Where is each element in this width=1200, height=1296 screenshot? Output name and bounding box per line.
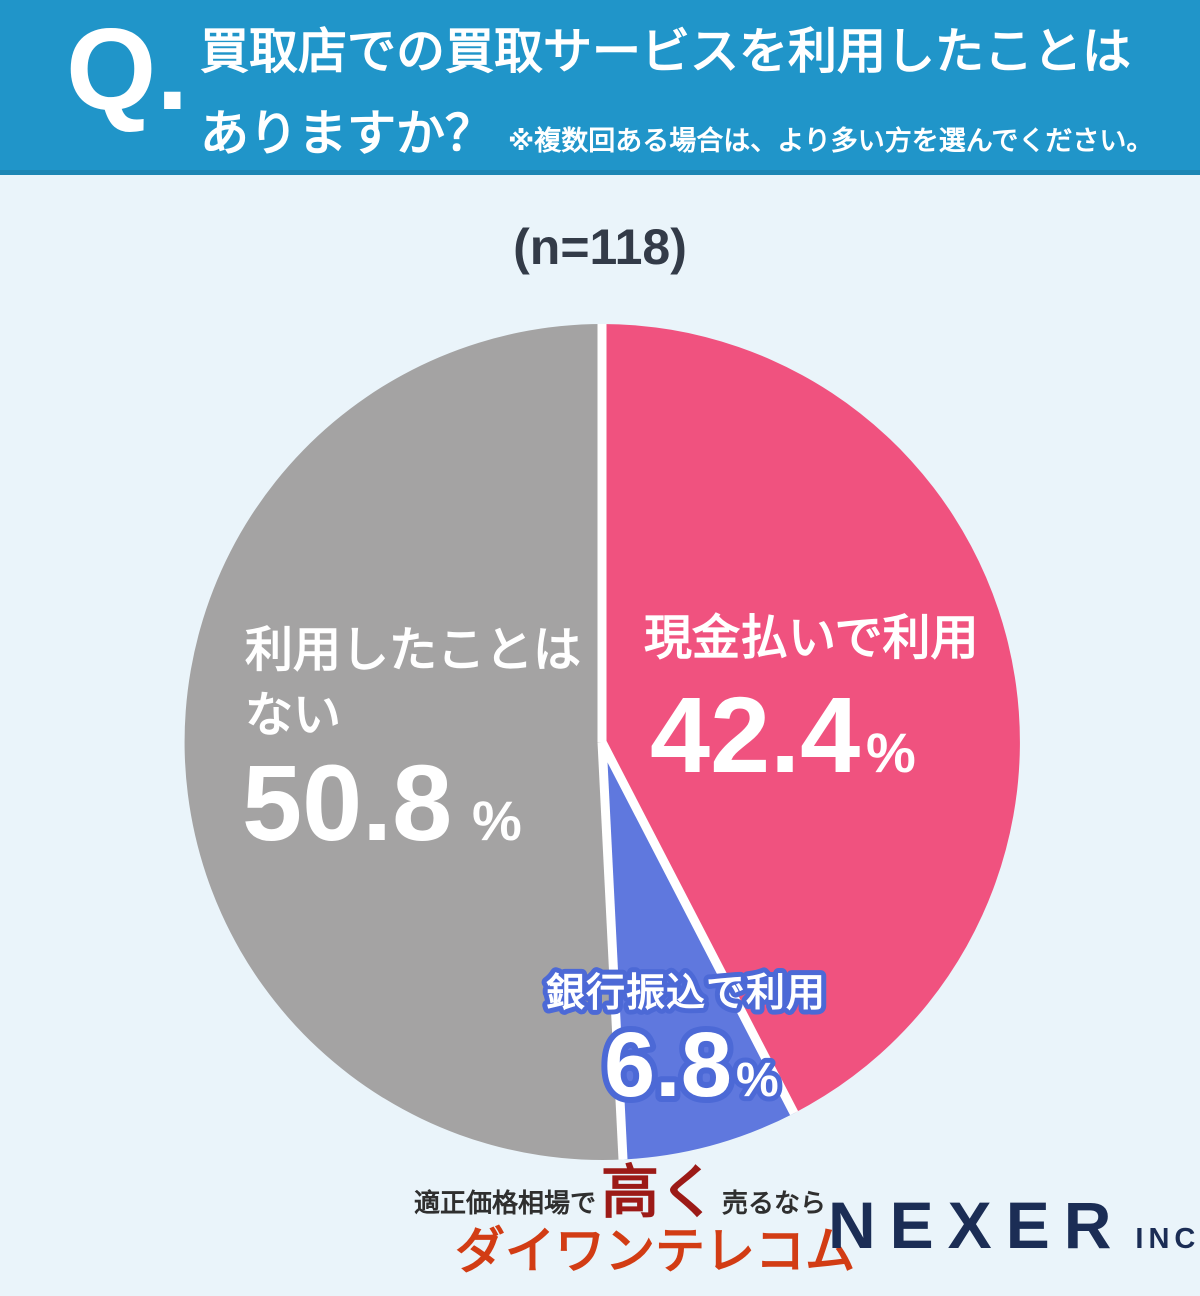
nexer-name: NEXER [828, 1188, 1126, 1262]
pie-slice-cash-payment [602, 324, 1020, 1114]
nexer-logo: NEXER INC. [828, 1192, 1200, 1258]
question-note: ※複数回ある場合は、より多い方を選んでください。 [508, 125, 1154, 156]
blue-slice-value: 6.8 [604, 1014, 732, 1116]
gray-slice-label-line2: ない [245, 689, 341, 742]
pink-slice-value: 42.4 [650, 674, 860, 795]
question-line1: 買取店での買取サービスを利用したことは [200, 25, 1132, 79]
slice-separators [597, 324, 799, 1160]
pink-slice-label: 現金払いで利用 [644, 612, 979, 665]
daiwan-tagline-right: 売るなら [722, 1188, 827, 1218]
daiwan-telecom-logo: 適正価格相場で 高く 売るなら ダイワンテレコム [414, 1160, 855, 1279]
separator-pink-blue [598, 739, 799, 1116]
pie-slice-bank-transfer [602, 742, 795, 1160]
question-mark: Q. [66, 4, 189, 134]
pie-slice-never-used [184, 324, 623, 1160]
daiwan-tagline-emphasis: 高く [601, 1160, 718, 1225]
blue-slice-label: 銀行振込で利用 [546, 972, 826, 1015]
gray-slice-percent-sign: % [472, 789, 522, 852]
question-line2-row: ありますか？ ※複数回ある場合は、より多い方を選んでください。 [200, 94, 1180, 165]
gray-slice-label-line1: 利用したことは [245, 624, 581, 677]
daiwan-brand-name: ダイワンテレコム [455, 1223, 855, 1279]
question-line2: ありますか？ [200, 106, 495, 161]
daiwan-tagline-left: 適正価格相場で [413, 1188, 596, 1218]
daiwan-tagline: 適正価格相場で 高く 売るなら [414, 1160, 826, 1225]
gray-slice-value: 50.8 [242, 742, 452, 863]
sample-size-label: (n=118) [513, 219, 687, 275]
nexer-suffix: INC. [1135, 1223, 1200, 1255]
question-header: Q. 買取店での買取サービスを利用したことは ありますか？ ※複数回ある場合は、… [0, 0, 1200, 175]
pink-slice-percent-sign: % [866, 721, 916, 784]
question-text-block: 買取店での買取サービスを利用したことは ありますか？ ※複数回ある場合は、より多… [200, 0, 1180, 165]
blue-slice-percent-sign: % [736, 1054, 779, 1107]
separator-blue-gray [597, 741, 628, 1160]
